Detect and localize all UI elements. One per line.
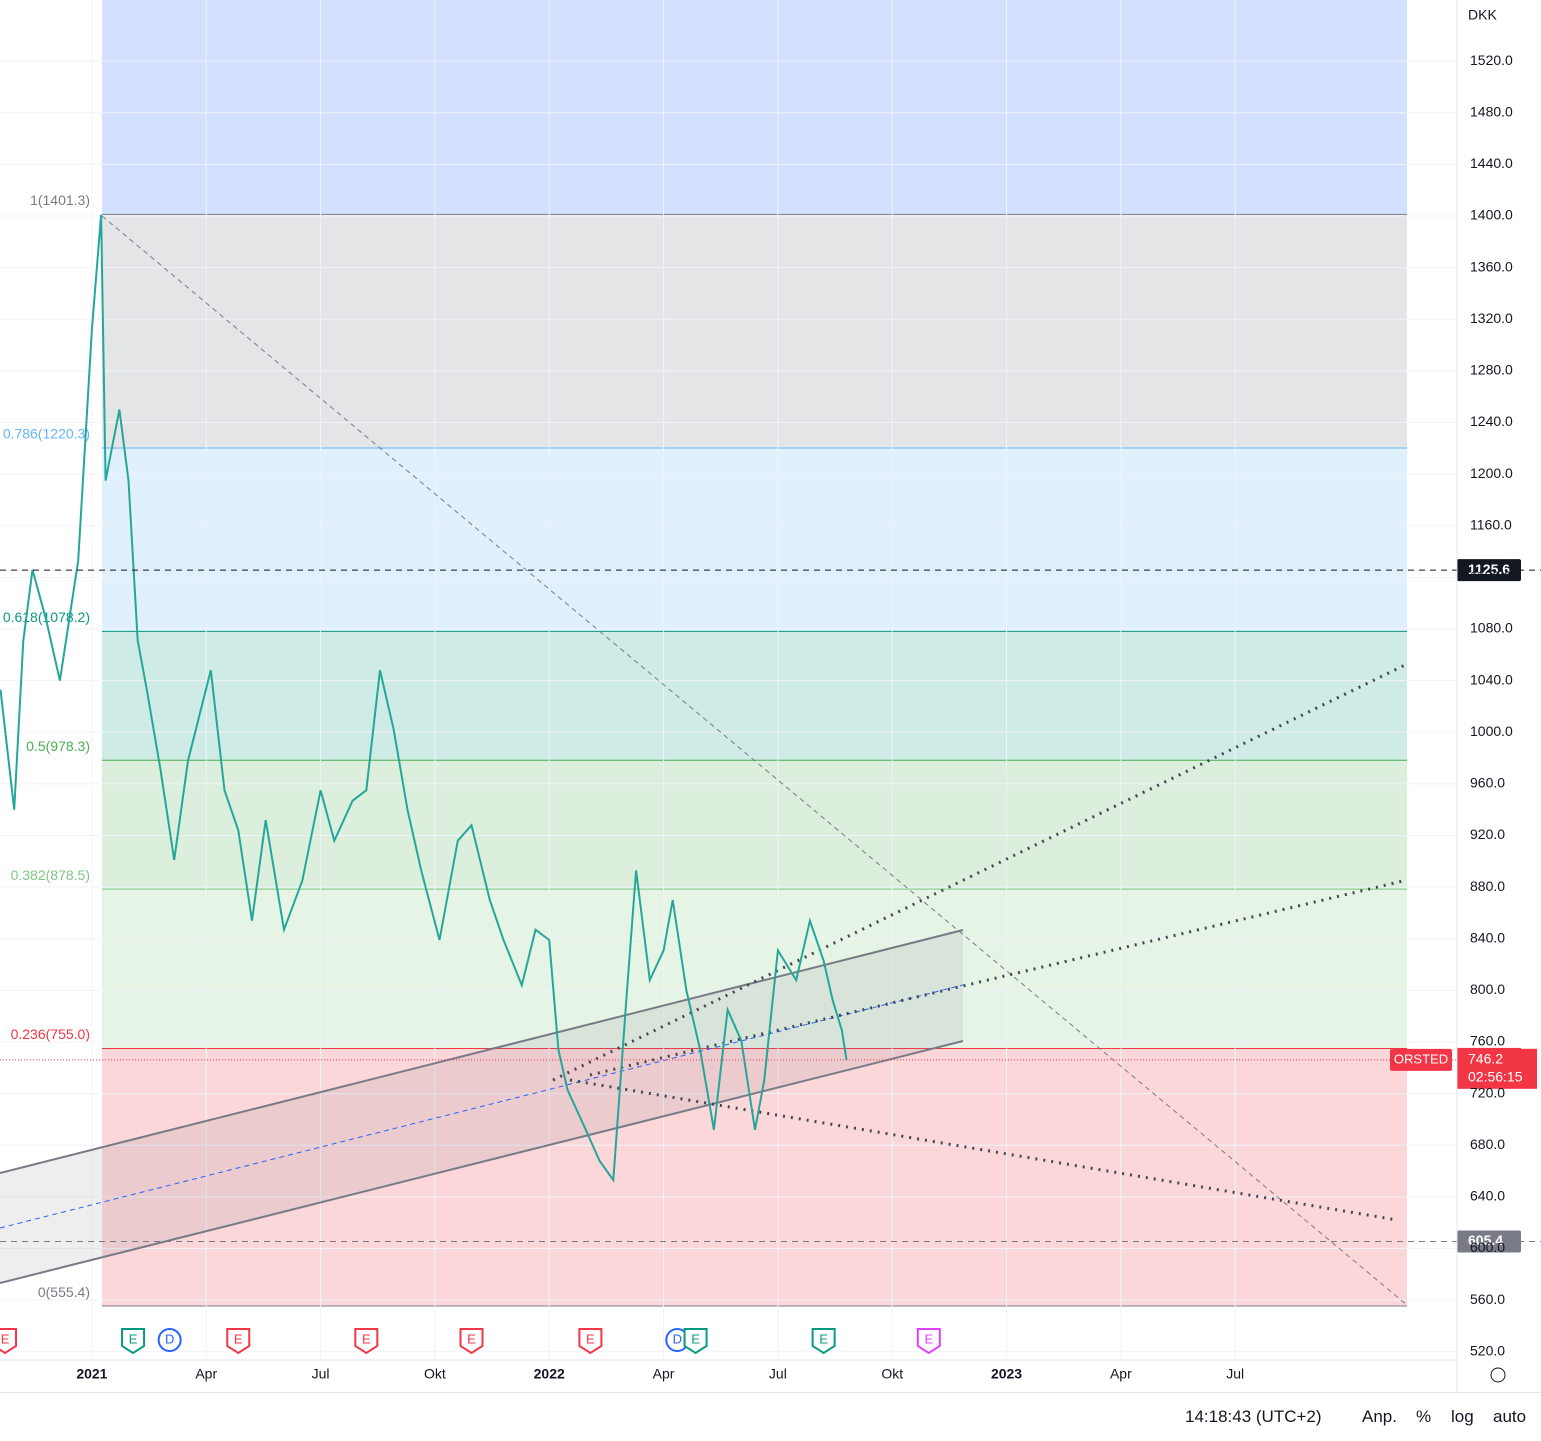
event-label[interactable]: E xyxy=(691,1331,700,1346)
x-tick-label: Apr xyxy=(653,1366,675,1382)
fib-zone xyxy=(102,760,1407,890)
y-tick-label: 880.0 xyxy=(1470,878,1505,894)
y-tick-label: 1520.0 xyxy=(1470,52,1513,68)
fib-zone xyxy=(102,0,1407,215)
countdown: 02:56:15 xyxy=(1468,1069,1523,1085)
y-tick-label: 680.0 xyxy=(1470,1136,1505,1152)
channel-mid xyxy=(0,984,964,1229)
y-tick-label: 1400.0 xyxy=(1470,207,1513,223)
diagonal xyxy=(101,215,1408,1306)
currency[interactable]: DKK xyxy=(1468,7,1497,23)
x-tick-label: Okt xyxy=(881,1366,903,1382)
y-tick-label: 520.0 xyxy=(1470,1342,1505,1358)
price-badge xyxy=(1457,1230,1521,1253)
drawings xyxy=(0,215,1408,1306)
earnings-marker xyxy=(683,1328,708,1355)
y-tick-label: 840.0 xyxy=(1470,929,1505,945)
earnings-marker xyxy=(0,1328,18,1355)
y-tick-label: 1080.0 xyxy=(1470,620,1513,636)
y-tick-label: 920.0 xyxy=(1470,826,1505,842)
button[interactable]: log xyxy=(1451,1407,1474,1426)
x-tick-label: Jul xyxy=(769,1366,787,1382)
fib-label: 1(1401.3) xyxy=(30,192,90,208)
y-tick-label: 640.0 xyxy=(1470,1188,1505,1204)
fib-zone xyxy=(102,214,1407,448)
event-label[interactable]: E xyxy=(819,1331,828,1346)
y-tick-label: 720.0 xyxy=(1470,1084,1505,1100)
event-label[interactable]: E xyxy=(467,1331,476,1346)
price-badge xyxy=(1457,559,1521,582)
x-tick-label: Okt xyxy=(424,1366,446,1382)
y-tick-label: 760.0 xyxy=(1470,1033,1505,1049)
y-tick-label: 1480.0 xyxy=(1470,103,1513,119)
fib-label: 0.382(878.5) xyxy=(11,867,90,883)
button[interactable]: Anp. xyxy=(1362,1407,1397,1426)
last-label: 746.2 xyxy=(1468,1051,1503,1067)
button[interactable]: % xyxy=(1416,1407,1432,1426)
earnings-marker xyxy=(916,1328,941,1355)
symbol-label: ORSTED xyxy=(1394,1051,1448,1066)
fib-label: 0(555.4) xyxy=(38,1284,90,1300)
chart: 1(1401.3)0.786(1220.3)0.618(1078.2)0.5(9… xyxy=(0,0,1541,1392)
x-tick-label: 2023 xyxy=(991,1366,1022,1382)
y-tick-label: 1320.0 xyxy=(1470,310,1513,326)
settings-icon[interactable] xyxy=(1490,1367,1506,1383)
clock: 14:18:43 (UTC+2) xyxy=(1185,1407,1322,1426)
y-tick-label: 1040.0 xyxy=(1470,671,1513,687)
x-tick-label: 2021 xyxy=(76,1366,107,1382)
event-label[interactable]: E xyxy=(1,1331,10,1346)
earnings-marker xyxy=(578,1328,603,1355)
fib-label: 0.236(755.0) xyxy=(11,1026,90,1042)
earnings-marker xyxy=(226,1328,251,1355)
y-tick-label: 1440.0 xyxy=(1470,155,1513,171)
y-tick-label: 1120.0 xyxy=(1470,568,1512,584)
earnings-marker xyxy=(354,1328,379,1355)
fib-zone xyxy=(102,889,1407,1049)
price-line xyxy=(0,214,848,1183)
earnings-marker xyxy=(121,1328,146,1355)
price-badge-label: 1125.6 xyxy=(1468,561,1510,577)
fib-zone xyxy=(102,447,1407,632)
y-tick-label: 560.0 xyxy=(1470,1291,1505,1307)
trend-dotted xyxy=(552,663,1406,1082)
event-label[interactable]: E xyxy=(362,1331,371,1346)
status-bar: 14:18:43 (UTC+2) Anp. % log auto xyxy=(0,1392,1541,1441)
event-label[interactable]: E xyxy=(924,1331,933,1346)
earnings-marker xyxy=(459,1328,484,1355)
y-tick-label: 1360.0 xyxy=(1470,258,1513,274)
y-tick-label: 800.0 xyxy=(1470,981,1505,997)
symbol-badge xyxy=(1390,1048,1452,1071)
y-tick-label: 1240.0 xyxy=(1470,413,1513,429)
dividend-marker xyxy=(157,1328,182,1352)
y-tick-label: 1160.0 xyxy=(1470,516,1512,532)
channel-bottom xyxy=(0,1040,964,1284)
event-label[interactable]: D xyxy=(165,1331,174,1346)
x-tick-label: Apr xyxy=(1110,1366,1132,1382)
event-label[interactable]: E xyxy=(129,1331,138,1346)
fib-label: 0.5(978.3) xyxy=(26,738,90,754)
last-badge xyxy=(1457,1048,1537,1089)
x-tick-label: 2022 xyxy=(534,1366,565,1382)
x-tick-label: Apr xyxy=(195,1366,217,1382)
event-label[interactable]: D xyxy=(673,1331,682,1346)
x-tick-label: Jul xyxy=(1226,1366,1244,1382)
event-label[interactable]: E xyxy=(586,1331,595,1346)
y-tick-label: 600.0 xyxy=(1470,1239,1505,1255)
channel-top xyxy=(0,929,964,1174)
y-tick-label: 1200.0 xyxy=(1470,465,1513,481)
y-tick-label: 960.0 xyxy=(1470,775,1505,791)
event-label[interactable]: E xyxy=(234,1331,243,1346)
fib-label: 0.786(1220.3) xyxy=(3,426,90,442)
price-badge-label: 605.4 xyxy=(1468,1232,1503,1248)
earnings-marker xyxy=(811,1328,836,1355)
y-tick-label: 1280.0 xyxy=(1470,362,1513,378)
fib-zone xyxy=(102,631,1407,761)
x-tick-label: Jul xyxy=(312,1366,330,1382)
y-tick-label: 1000.0 xyxy=(1470,723,1513,739)
button[interactable]: auto xyxy=(1493,1407,1527,1426)
